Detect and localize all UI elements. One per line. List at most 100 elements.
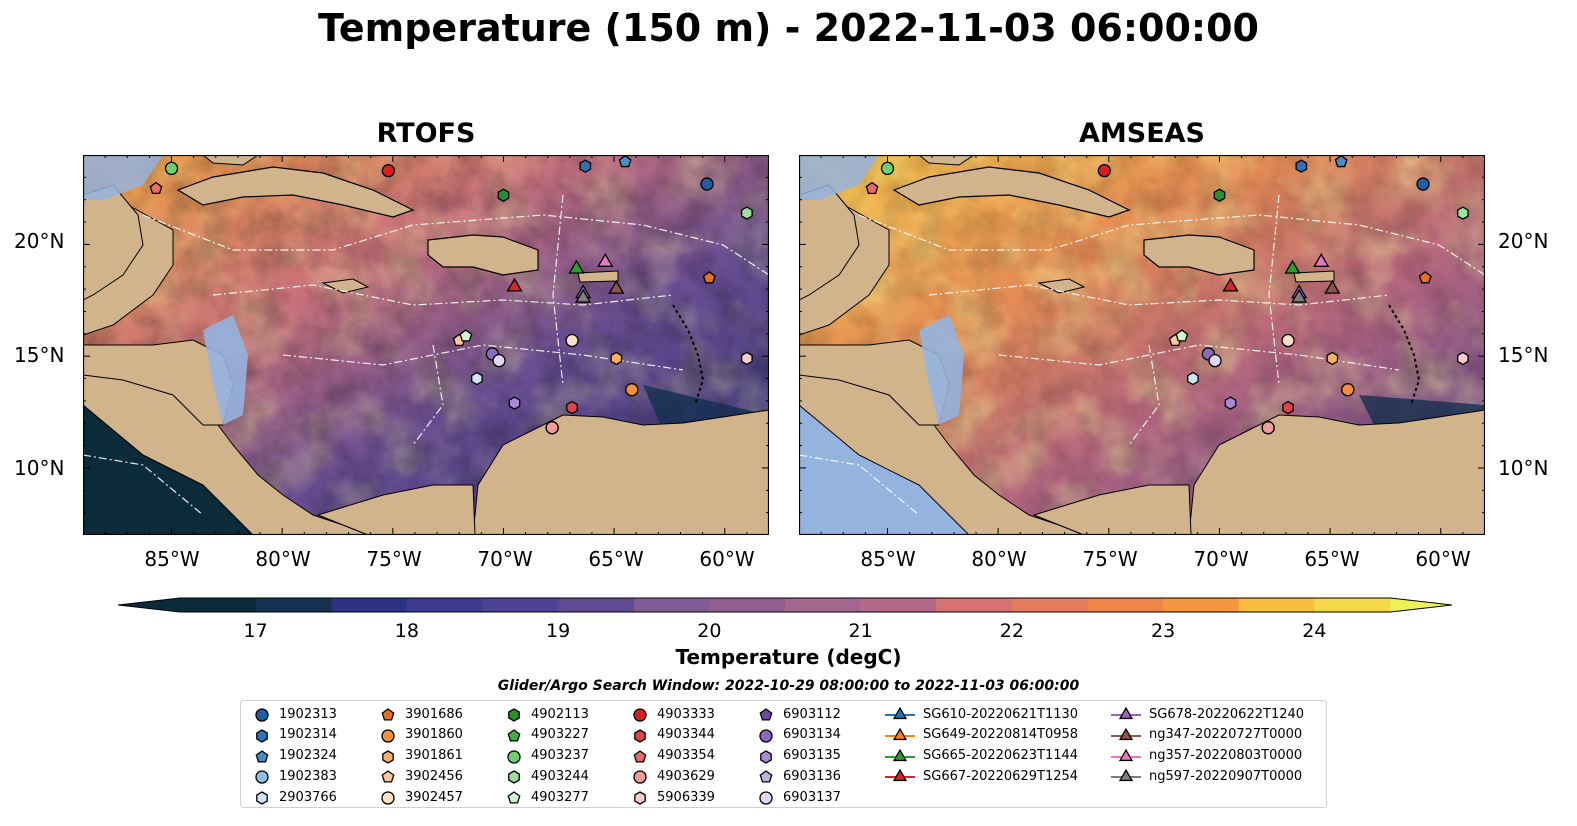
colorbar-tick-label: 18 bbox=[394, 620, 419, 642]
legend-label: 3901860 bbox=[405, 727, 463, 743]
pacific-ocean bbox=[799, 405, 969, 535]
argo-float-3901861[interactable] bbox=[610, 351, 623, 366]
argo-float-4903244[interactable] bbox=[741, 206, 753, 220]
legend-label: 4903354 bbox=[657, 748, 715, 764]
argo-float-3901860[interactable] bbox=[1341, 383, 1355, 397]
glider-sg665-20220623t1144[interactable] bbox=[568, 259, 585, 274]
colorbar-tick-label: 22 bbox=[999, 620, 1024, 642]
glider-ng357-20220803t0000[interactable] bbox=[1313, 252, 1330, 267]
land-hispaniola bbox=[427, 234, 539, 276]
legend-marker bbox=[1118, 727, 1134, 740]
marker-layer-amseas bbox=[865, 155, 1469, 435]
legend-label: 1902314 bbox=[279, 727, 337, 743]
argo-float-4902113[interactable] bbox=[1213, 188, 1226, 202]
glider-ng597-20220907t0000[interactable] bbox=[1291, 288, 1308, 303]
legend-label: 3901686 bbox=[405, 706, 463, 722]
legend-marker bbox=[760, 749, 772, 764]
lat-label-15n-left: 15°N bbox=[14, 343, 65, 367]
hexagon-marker-icon bbox=[256, 729, 268, 743]
legend-label: 4903237 bbox=[531, 748, 589, 764]
argo-float-5906339[interactable] bbox=[741, 351, 753, 366]
lon-label-70w: 70°W bbox=[1193, 547, 1249, 571]
frame-ticks bbox=[799, 155, 1485, 535]
argo-float-4903344[interactable] bbox=[566, 400, 578, 415]
argo-float-6903137[interactable] bbox=[492, 353, 506, 368]
argo-float-2903766[interactable] bbox=[471, 371, 483, 386]
argo-float-3901861[interactable] bbox=[1326, 351, 1339, 366]
argo-float-3901686[interactable] bbox=[1418, 271, 1432, 284]
legend-marker bbox=[759, 708, 773, 721]
legend-label: SG649-20220814T0958 bbox=[923, 727, 1079, 743]
temperature-colorbar bbox=[118, 597, 1452, 613]
argo-float-4903333[interactable] bbox=[1097, 163, 1112, 178]
argo-float-5906339[interactable] bbox=[1457, 351, 1469, 366]
argo-float-4903629[interactable] bbox=[1261, 421, 1275, 435]
colorbar-segment bbox=[180, 598, 257, 612]
hexagon-marker-icon bbox=[508, 770, 520, 785]
legend-item-sg678-20220622t1240: SG678-20220622T1240 bbox=[1111, 704, 1304, 724]
legend-item-2903766: 2903766 bbox=[253, 787, 337, 807]
legend-label: ng357-20220803T0000 bbox=[1149, 748, 1303, 764]
argo-float-6903135[interactable] bbox=[508, 396, 521, 410]
legend-item-1902314: 1902314 bbox=[253, 725, 337, 745]
argo-float-4903629[interactable] bbox=[545, 421, 559, 435]
argo-float-2903766[interactable] bbox=[1187, 371, 1199, 386]
lat-label-20n-right: 20°N bbox=[1498, 229, 1549, 253]
legend-item-6903136: 6903136 bbox=[757, 766, 841, 786]
argo-float-4902113[interactable] bbox=[497, 188, 510, 202]
colorbar-outline bbox=[118, 597, 1452, 613]
argo-float-3901860[interactable] bbox=[625, 383, 639, 397]
argo-float-1902313[interactable] bbox=[1416, 177, 1430, 191]
colorbar-segment bbox=[1087, 598, 1164, 612]
pacific-panama-dark bbox=[316, 484, 476, 535]
pentagon-marker-icon bbox=[381, 708, 395, 721]
legend-label: 4903244 bbox=[531, 768, 589, 784]
legend-label: 1902313 bbox=[279, 706, 337, 722]
argo-float-1902314[interactable] bbox=[1295, 159, 1308, 173]
argo-float-1902314[interactable] bbox=[579, 159, 592, 173]
legend-marker bbox=[892, 748, 908, 761]
hexagon-marker-icon bbox=[382, 749, 394, 764]
glider-ng347-20220727t0000[interactable] bbox=[608, 279, 625, 294]
glider-ng597-20220907t0000[interactable] bbox=[575, 288, 592, 303]
argo-float-3902457[interactable] bbox=[1281, 333, 1295, 348]
argo-float-4903333[interactable] bbox=[381, 163, 396, 178]
argo-float-6903135[interactable] bbox=[1224, 396, 1237, 410]
argo-float-1902313[interactable] bbox=[700, 177, 714, 191]
legend-label: 4903277 bbox=[531, 789, 589, 805]
argo-float-4903354[interactable] bbox=[865, 181, 879, 195]
argo-float-6903137[interactable] bbox=[1208, 353, 1222, 368]
argo-float-4903277[interactable] bbox=[1175, 329, 1189, 342]
argo-float-4903237[interactable] bbox=[164, 161, 179, 176]
legend-marker bbox=[759, 791, 773, 805]
argo-float-1902324[interactable] bbox=[1334, 155, 1348, 168]
argo-float-4903354[interactable] bbox=[149, 181, 163, 195]
argo-float-3901686[interactable] bbox=[702, 271, 716, 284]
argo-float-4903237[interactable] bbox=[880, 161, 895, 176]
land-hispaniola bbox=[1143, 234, 1255, 276]
map-rtofs[interactable] bbox=[83, 155, 769, 535]
argo-float-4903244[interactable] bbox=[1457, 206, 1469, 220]
legend-marker bbox=[255, 749, 269, 763]
glider-sg665-20220623t1144[interactable] bbox=[1284, 259, 1301, 274]
map-amseas[interactable] bbox=[799, 155, 1485, 535]
legend-item-1902324: 1902324 bbox=[253, 746, 337, 766]
argo-float-4903277[interactable] bbox=[459, 329, 473, 342]
argo-float-4903344[interactable] bbox=[1282, 400, 1294, 415]
colorbar-tick-label: 20 bbox=[697, 620, 722, 642]
map-frame bbox=[83, 155, 769, 535]
lon-label-75w: 75°W bbox=[366, 547, 422, 571]
legend-item-ng597-20220907t0000: ng597-20220907T0000 bbox=[1111, 766, 1302, 786]
glider-ng357-20220803t0000[interactable] bbox=[597, 252, 614, 267]
legend-item-3901686: 3901686 bbox=[379, 704, 463, 724]
glider-ng347-20220727t0000[interactable] bbox=[1324, 279, 1341, 294]
legend-marker bbox=[892, 727, 908, 740]
glider-sg667-20220629t1254[interactable] bbox=[506, 277, 523, 292]
argo-float-1902324[interactable] bbox=[618, 155, 632, 168]
legend-marker bbox=[256, 729, 268, 743]
colorbar-tick-label: 17 bbox=[243, 620, 268, 642]
glider-sg667-20220629t1254[interactable] bbox=[1222, 277, 1239, 292]
argo-float-3902457[interactable] bbox=[565, 333, 579, 348]
hexagon-marker-icon bbox=[760, 749, 772, 764]
shelf-nicaragua bbox=[919, 315, 964, 425]
